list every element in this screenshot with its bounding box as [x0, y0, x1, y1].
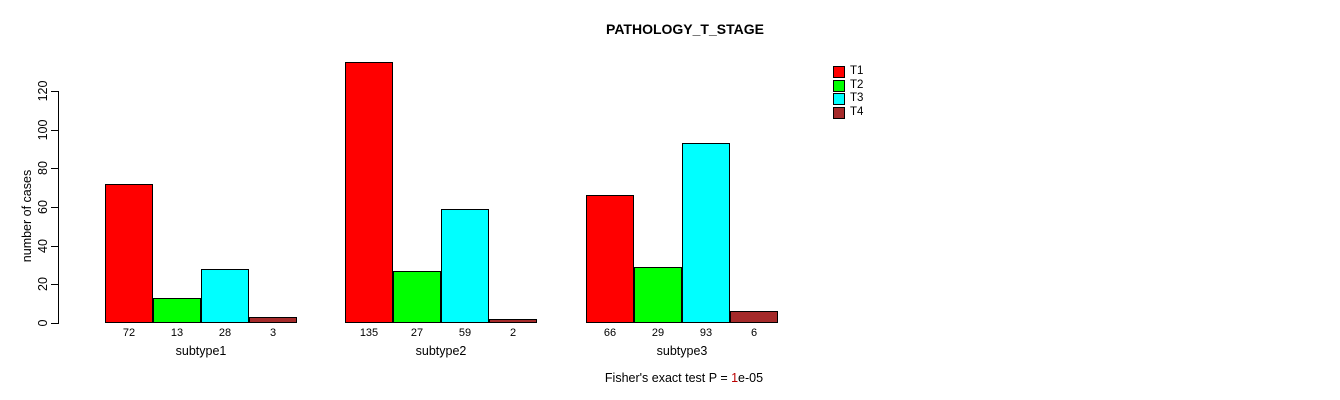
y-tick-mark — [51, 129, 58, 131]
bar-value-label: 13 — [170, 327, 184, 339]
bar-T3-subtype3 — [682, 143, 730, 323]
chart-title: PATHOLOGY_T_STAGE — [606, 21, 764, 37]
y-tick-mark — [51, 245, 58, 247]
bar-T2-subtype2 — [393, 271, 441, 323]
y-tick-label: 80 — [36, 161, 50, 176]
p-value-suffix: e-05 — [738, 371, 764, 385]
p-value-prefix: Fisher's exact test P = — [604, 371, 732, 385]
bar-T4-subtype3 — [730, 311, 778, 323]
y-tick-mark — [51, 284, 58, 286]
category-label-subtype3: subtype3 — [656, 344, 708, 358]
legend-swatch-T3 — [833, 93, 845, 105]
bar-value-label: 28 — [218, 327, 232, 339]
bar-value-label: 2 — [509, 327, 517, 339]
bar-value-label: 3 — [269, 327, 277, 339]
bar-value-label: 59 — [458, 327, 472, 339]
bar-T2-subtype1 — [153, 298, 201, 323]
legend-label-T3: T3 — [850, 92, 864, 104]
bar-value-label: 6 — [750, 327, 758, 339]
y-tick-label: 60 — [36, 200, 50, 214]
y-axis-line — [58, 91, 59, 324]
bar-value-label: 72 — [122, 327, 136, 339]
legend-swatch-T1 — [833, 66, 845, 78]
bar-T1-subtype1 — [105, 184, 153, 323]
bar-T1-subtype2 — [345, 62, 393, 323]
legend-label-T1: T1 — [850, 65, 864, 77]
p-value-highlight: 1 — [731, 371, 739, 385]
bar-value-label: 93 — [699, 327, 713, 339]
bar-T1-subtype3 — [586, 195, 634, 323]
bar-T3-subtype1 — [201, 269, 249, 323]
y-tick-label: 100 — [36, 119, 50, 141]
y-tick-label: 0 — [36, 319, 50, 327]
bar-T4-subtype1 — [249, 317, 297, 323]
y-tick-label: 120 — [36, 80, 50, 102]
y-tick-label: 40 — [36, 238, 50, 253]
y-tick-mark — [51, 207, 58, 209]
bar-value-label: 27 — [410, 327, 424, 339]
p-value-text: Fisher's exact test P = 1e-05 — [605, 371, 763, 385]
legend-label-T2: T2 — [850, 78, 864, 91]
bar-T4-subtype2 — [489, 319, 537, 323]
bar-value-label: 135 — [359, 327, 379, 339]
bar-value-label: 66 — [603, 327, 617, 339]
legend-swatch-T2 — [833, 79, 845, 92]
legend-label-T4: T4 — [850, 105, 864, 118]
category-label-subtype2: subtype2 — [415, 344, 467, 358]
bar-T3-subtype2 — [441, 209, 489, 323]
bar-T2-subtype3 — [634, 267, 682, 323]
y-tick-mark — [51, 91, 58, 93]
y-tick-label: 20 — [36, 277, 50, 292]
bar-value-label: 29 — [651, 327, 665, 339]
legend-swatch-T4 — [833, 106, 845, 119]
y-axis-title: number of cases — [20, 169, 34, 263]
category-label-subtype1: subtype1 — [175, 344, 227, 358]
y-tick-mark — [51, 168, 58, 170]
y-tick-mark — [51, 323, 58, 324]
